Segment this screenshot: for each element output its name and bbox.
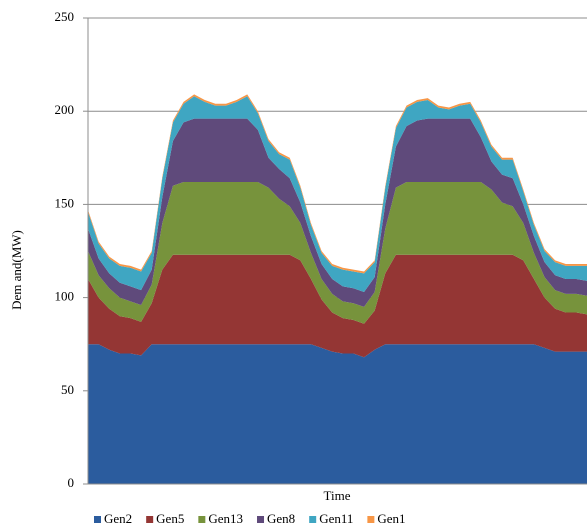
y-tick-label: 100: [55, 289, 75, 304]
y-tick-label: 50: [61, 382, 74, 397]
legend-label: Gen5: [156, 511, 184, 526]
legend-label: Gen11: [319, 511, 353, 526]
area: [88, 118, 587, 307]
legend-swatch: [146, 516, 154, 523]
y-axis-label: Dem and(MW): [9, 230, 24, 310]
legend-swatch: [309, 516, 317, 523]
y-tick-label: 200: [55, 102, 75, 117]
legend-swatch: [367, 516, 375, 523]
area: [88, 182, 587, 324]
y-tick-label: 0: [68, 475, 75, 490]
y-tick-label: 150: [55, 195, 75, 210]
legend-swatch: [198, 516, 206, 523]
legend-label: Gen8: [267, 511, 295, 526]
y-tick-label: 250: [55, 9, 75, 24]
area: [88, 96, 587, 293]
area: [88, 344, 587, 484]
legend-label: Gen2: [104, 511, 132, 526]
legend-swatch: [94, 516, 101, 523]
x-axis-label: Time: [324, 488, 351, 503]
area: [88, 254, 587, 358]
legend-label: Gen1: [377, 511, 405, 526]
legend-swatch: [257, 516, 265, 523]
legend-label: Gen13: [208, 511, 243, 526]
